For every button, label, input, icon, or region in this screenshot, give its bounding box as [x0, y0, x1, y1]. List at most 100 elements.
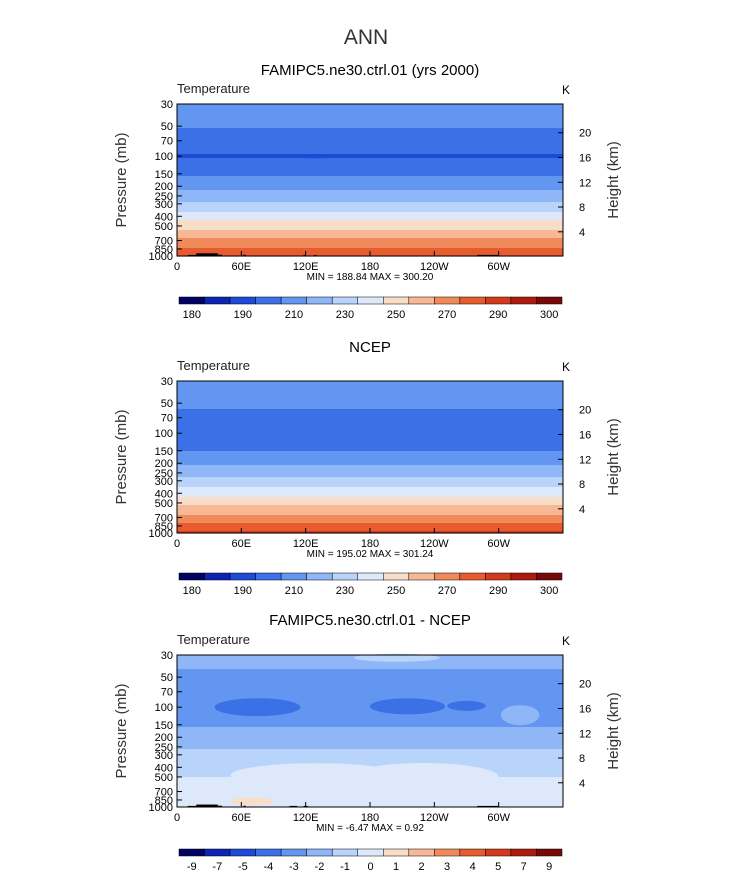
field-band [177, 687, 563, 690]
height-tick-label: 8 [579, 202, 585, 214]
field-band [177, 463, 563, 466]
field-band [177, 693, 563, 696]
y-tick-label: 1000 [149, 251, 173, 263]
colorbar-label: 230 [336, 585, 354, 597]
figure-title: ANN [344, 26, 388, 49]
y-tick-label: 30 [161, 650, 173, 662]
colorbar-swatch [204, 572, 231, 581]
colorbar: 180 190 210 230 250 270 290 300 [178, 296, 563, 321]
field-band [177, 236, 563, 239]
units-label: K [562, 634, 570, 648]
contour-feature [230, 797, 274, 806]
field-band [177, 505, 563, 508]
field-band [177, 491, 563, 494]
y-tick-label: 300 [155, 750, 173, 762]
field-band [177, 397, 563, 400]
field-band [177, 176, 563, 179]
field-band [177, 178, 563, 181]
height-tick-label: 16 [579, 152, 591, 164]
contour-feature [353, 653, 440, 662]
field-band [177, 441, 563, 444]
field-band [177, 709, 563, 712]
field-1 [177, 104, 563, 257]
field-band [177, 158, 563, 161]
field-band [177, 477, 563, 480]
colorbar-swatch [459, 572, 486, 581]
field-band [177, 729, 563, 732]
field-band [177, 140, 563, 143]
y-axis-label: Pressure (mb) [113, 132, 130, 227]
field-band [177, 733, 563, 736]
field-band [177, 481, 563, 484]
field-band [177, 489, 563, 492]
x-tick-label: 180 [361, 538, 379, 550]
y-axis-label: Pressure (mb) [113, 409, 130, 504]
variable-label: Temperature [177, 81, 250, 96]
y-axis-label: Pressure (mb) [113, 683, 130, 778]
colorbar-swatch [178, 296, 205, 305]
field-band [177, 204, 563, 207]
field-band [177, 677, 563, 680]
y-tick-label: 150 [155, 720, 173, 732]
colorbar-label: 290 [489, 585, 507, 597]
colorbar-label: 190 [234, 309, 252, 321]
field-band [177, 124, 563, 127]
colorbar-swatch [408, 572, 435, 581]
field-band [177, 224, 563, 227]
field-band [177, 419, 563, 422]
field-band [177, 525, 563, 528]
colorbar-swatch [280, 572, 307, 581]
field-band [177, 455, 563, 458]
field-band [177, 757, 563, 760]
field-band [177, 104, 563, 107]
colorbar: -9 -7 -5 -4 -3 -2 -1 0 1 2 3 4 5 7 9 [178, 848, 563, 873]
topography [196, 253, 218, 256]
field-band [177, 761, 563, 764]
panel-title: FAMIPC5.ne30.ctrl.01 - NCEP [269, 612, 471, 629]
field-band [177, 156, 563, 159]
colorbar: 180 190 210 230 250 270 290 300 [178, 572, 563, 597]
field-band [177, 497, 563, 500]
field-band [177, 789, 563, 792]
field-band [177, 170, 563, 173]
colorbar-swatch [357, 296, 384, 305]
panel-title: NCEP [349, 339, 391, 356]
field-band [177, 407, 563, 410]
field-band [177, 168, 563, 171]
colorbar-label: 290 [489, 309, 507, 321]
y-tick-label: 70 [161, 136, 173, 148]
field-band [177, 186, 563, 189]
colorbar-swatch [510, 296, 537, 305]
field-band [177, 691, 563, 694]
colorbar-swatch [306, 848, 333, 857]
colorbar-swatch [459, 848, 486, 857]
field-band [177, 435, 563, 438]
contour-feature [348, 762, 499, 791]
field-band [177, 391, 563, 394]
x-tick-label: 120W [420, 812, 449, 824]
right-axis-label: Height (km) [605, 141, 622, 219]
field-band [177, 507, 563, 510]
field-band [177, 132, 563, 135]
colorbar-label: 250 [387, 309, 405, 321]
colorbar-swatch [383, 296, 410, 305]
y-tick-label: 1000 [149, 802, 173, 814]
units-label: K [562, 360, 570, 374]
y-tick-label: 200 [155, 458, 173, 470]
field-band [177, 429, 563, 432]
field-band [177, 162, 563, 165]
y-tick-label: 30 [161, 376, 173, 388]
field-band [177, 192, 563, 195]
field-band [177, 142, 563, 145]
colorbar-label: 2 [419, 861, 425, 873]
field-band [177, 667, 563, 670]
field-band [177, 226, 563, 229]
min-max-text: MIN = 195.02 MAX = 301.24 [307, 549, 434, 560]
field-band [177, 234, 563, 237]
colorbar-label: 230 [336, 309, 354, 321]
field-band [177, 152, 563, 155]
panel-title: FAMIPC5.ne30.ctrl.01 (yrs 2000) [261, 62, 479, 79]
y-tick-label: 70 [161, 687, 173, 699]
height-tick-label: 16 [579, 429, 591, 441]
colorbar-label: 250 [387, 585, 405, 597]
